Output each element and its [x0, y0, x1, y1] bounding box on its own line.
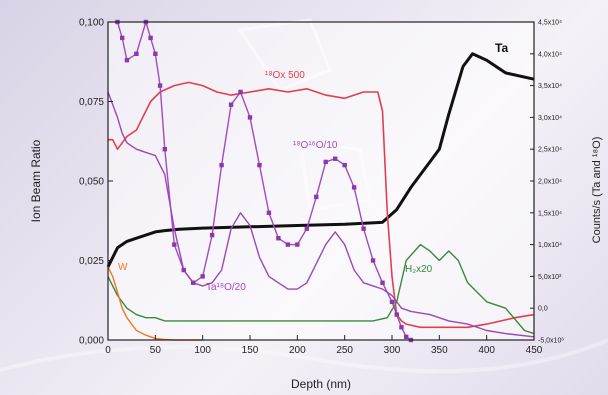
x-tick-label: 450 [526, 345, 543, 356]
series-ta [106, 52, 535, 268]
data-point [323, 159, 328, 165]
y-right-tick-label: 4,5x10⁴ [538, 20, 562, 27]
y-tick-label: 0,075 [79, 97, 104, 108]
data-point [238, 89, 243, 95]
data-point [285, 242, 291, 247]
data-point [209, 232, 215, 238]
y-right-tick-label: 1,0x10⁴ [538, 242, 562, 249]
x-tick-label: 200 [289, 345, 306, 356]
y-right-tick-label: 5,0x10³ [538, 274, 562, 281]
y-right-tick-label: 1,5x10⁴ [538, 210, 562, 217]
y-axis-right: -5,0x10³ 0,0 5,0x10³ 1,0x10⁴ 1,5x10⁴ 2,0x10⁴ 2… [530, 20, 564, 345]
data-point [380, 280, 385, 285]
series-h2x20 [107, 243, 535, 335]
series-18ox500 [108, 81, 535, 329]
data-point [200, 274, 205, 279]
data-point [181, 267, 186, 273]
data-point [134, 51, 139, 56]
y-right-tick-label: -5,0x10³ [538, 338, 564, 345]
annotation-h2x20: H₂x20 [405, 264, 433, 275]
y-axis-right-label: Counts/s (Ta and ¹⁸O) [591, 137, 603, 244]
x-tick-label: 150 [242, 345, 259, 356]
y-right-tick-label: 4,0x10⁴ [538, 51, 562, 58]
y-tick-label: 0,050 [79, 177, 104, 188]
y-tick-label: 0,100 [79, 18, 104, 29]
data-point [399, 325, 404, 330]
x-tick-label: 400 [478, 345, 495, 356]
annotation-w: W [118, 262, 128, 273]
data-point [148, 35, 153, 41]
data-point [120, 35, 125, 41]
data-point [124, 57, 130, 63]
x-axis-label: Depth (nm) [291, 377, 351, 391]
y-axis-left: 0,000 0,025 0,050 0,075 0,100 [79, 18, 113, 347]
data-point [394, 312, 399, 317]
x-tick-label: 100 [194, 345, 211, 356]
annotation-ta18o-20: Ta¹⁸O/20 [206, 282, 246, 293]
data-point [295, 242, 300, 247]
series-ta18o-20 [107, 91, 535, 338]
y-axis-label: Ion Beam Ratio [29, 139, 43, 222]
y-tick-label: 0,000 [79, 336, 104, 347]
y-right-tick-label: 3,0x10⁴ [538, 115, 562, 122]
data-point [333, 156, 338, 161]
data-point [304, 226, 309, 231]
x-axis: 0 50 100 150 200 250 300 350 400 450 [105, 335, 543, 356]
data-point [191, 280, 196, 285]
data-point [370, 258, 376, 263]
data-point [247, 115, 253, 120]
x-tick-label: 250 [336, 345, 353, 356]
y-right-tick-label: 2,5x10⁴ [538, 147, 562, 154]
data-point [162, 147, 167, 152]
y-right-tick-label: 3,5x10⁴ [538, 83, 562, 90]
data-point [172, 242, 177, 247]
data-point [157, 83, 163, 88]
data-point [266, 210, 272, 215]
data-point [389, 299, 395, 305]
data-point [314, 194, 319, 200]
annotation-ta: Ta [495, 41, 508, 55]
annotation-18ox500: ¹⁸Ox 500 [265, 70, 305, 81]
data-point [361, 226, 366, 231]
data-point [219, 162, 224, 168]
data-point [404, 334, 409, 340]
data-point [342, 162, 347, 168]
y-right-tick-label: 2,0x10⁴ [538, 179, 562, 186]
x-tick-label: 50 [150, 345, 162, 356]
y-tick-label: 0,025 [79, 256, 104, 267]
data-point [257, 162, 262, 168]
y-right-tick-label: 0,0 [538, 306, 548, 313]
x-tick-label: 0 [105, 345, 111, 356]
data-point [228, 102, 234, 107]
x-tick-label: 350 [431, 345, 448, 356]
x-tick-label: 300 [384, 345, 401, 356]
annotation-18o16o-10: ¹⁸O¹⁶O/10 [293, 140, 338, 151]
data-point [351, 185, 357, 190]
data-point [276, 236, 281, 241]
data-point [153, 51, 158, 56]
